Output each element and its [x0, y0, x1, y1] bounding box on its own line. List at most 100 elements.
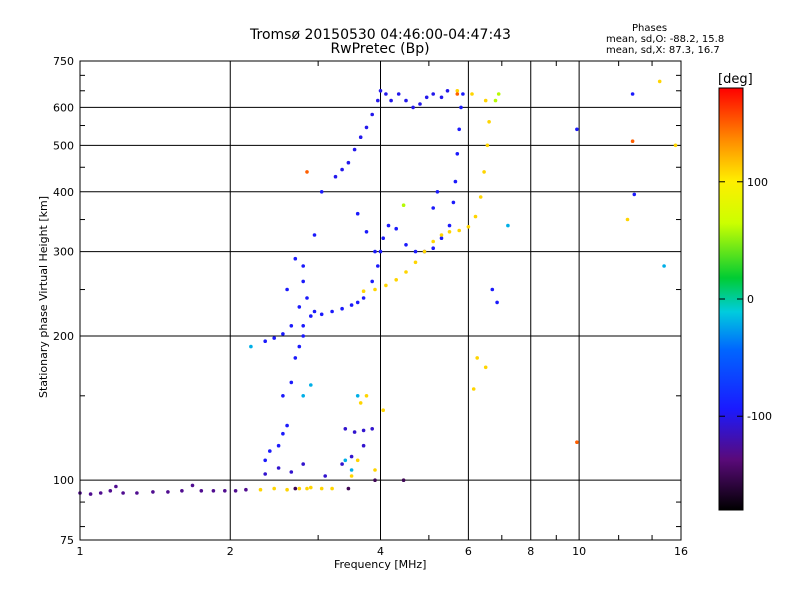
- y-tick-label: 300: [53, 246, 74, 259]
- data-point: [114, 484, 118, 489]
- data-point: [285, 423, 289, 428]
- y-tick-label: 600: [53, 101, 74, 114]
- data-point: [233, 489, 238, 493]
- data-point: [364, 394, 369, 398]
- data-point: [301, 279, 306, 284]
- data-point: [483, 365, 488, 370]
- x-tick-label: 16: [674, 545, 688, 558]
- data-point: [364, 230, 369, 234]
- grid-lines: [80, 61, 681, 540]
- data-point: [301, 394, 306, 398]
- data-point: [453, 179, 458, 184]
- data-point: [373, 287, 377, 292]
- data-point: [662, 264, 666, 268]
- data-point: [293, 356, 298, 360]
- data-point: [473, 214, 478, 219]
- colorbar-label: [deg]: [718, 72, 753, 87]
- data-point: [293, 256, 298, 261]
- data-point: [151, 490, 155, 494]
- x-tick-label: 10: [572, 545, 586, 558]
- data-point: [404, 243, 408, 247]
- data-point: [673, 143, 678, 148]
- data-point: [575, 440, 579, 445]
- data-point: [455, 152, 460, 156]
- data-point: [445, 89, 450, 93]
- x-tick-label: 8: [527, 545, 534, 558]
- data-point: [258, 487, 263, 492]
- data-point: [422, 249, 427, 254]
- data-point: [301, 264, 306, 268]
- data-point: [305, 170, 309, 174]
- data-point: [376, 264, 380, 268]
- data-point: [297, 344, 302, 349]
- data-point: [418, 102, 422, 106]
- data-point: [447, 223, 452, 228]
- data-point: [404, 270, 408, 274]
- data-point: [98, 491, 103, 495]
- data-point: [323, 474, 328, 478]
- data-point: [319, 312, 324, 317]
- data-point: [263, 339, 268, 344]
- data-point: [364, 125, 369, 130]
- axis-ticks: 1 2 4 6 8 10 16 75 100 200 300 400 500 600 750: [53, 55, 688, 558]
- data-point: [461, 92, 465, 96]
- data-point: [431, 92, 436, 96]
- data-point: [496, 92, 501, 96]
- data-point: [293, 486, 298, 491]
- data-point: [301, 324, 306, 328]
- data-point: [431, 206, 436, 210]
- data-point: [355, 211, 360, 216]
- data-point: [166, 490, 170, 494]
- data-point: [358, 401, 363, 405]
- data-point: [455, 89, 460, 93]
- data-point: [632, 192, 637, 197]
- data-point: [394, 278, 399, 282]
- data-point: [475, 356, 480, 360]
- y-tick-label: 400: [53, 186, 74, 199]
- data-point: [470, 92, 474, 96]
- data-point: [381, 236, 386, 240]
- data-point: [483, 98, 488, 103]
- data-point: [281, 394, 285, 398]
- phase-stat-o: mean, sd,O: -88.2, 15.8: [606, 34, 725, 45]
- data-point: [309, 314, 313, 318]
- data-point: [305, 296, 309, 300]
- data-point: [466, 225, 471, 229]
- data-point: [373, 478, 377, 483]
- chart-title: Tromsø 20150530 04:46:00-04:47:43: [250, 27, 511, 43]
- data-point: [490, 287, 495, 292]
- data-point: [244, 487, 248, 492]
- data-point: [121, 491, 125, 495]
- data-point: [343, 458, 348, 463]
- data-point: [394, 226, 399, 231]
- data-point: [386, 223, 391, 228]
- x-tick-label: 6: [465, 545, 472, 558]
- data-point: [358, 135, 363, 139]
- y-tick-label: 200: [53, 330, 74, 343]
- data-point: [276, 443, 281, 448]
- phases-heading: Phases: [632, 23, 668, 34]
- data-point: [389, 98, 393, 103]
- data-point: [413, 249, 418, 254]
- data-point: [309, 383, 313, 387]
- data-point: [384, 283, 388, 288]
- data-point: [249, 344, 253, 349]
- data-point: [459, 105, 463, 110]
- phase-stat-x: mean, sd,X: 87.3, 16.7: [606, 45, 720, 56]
- data-point: [361, 443, 366, 448]
- data-point: [309, 485, 313, 490]
- x-axis-label: Frequency [MHz]: [334, 558, 427, 571]
- y-tick-label: 750: [53, 55, 74, 68]
- data-point: [439, 95, 444, 100]
- data-point: [276, 466, 281, 470]
- data-point: [373, 468, 377, 472]
- data-point: [457, 228, 462, 233]
- data-point: [289, 470, 294, 474]
- plot-frame: [79, 60, 682, 541]
- data-point: [630, 139, 635, 143]
- x-tick-label: 4: [377, 545, 384, 558]
- data-point: [487, 120, 491, 124]
- data-point: [355, 300, 360, 305]
- data-point: [223, 489, 227, 493]
